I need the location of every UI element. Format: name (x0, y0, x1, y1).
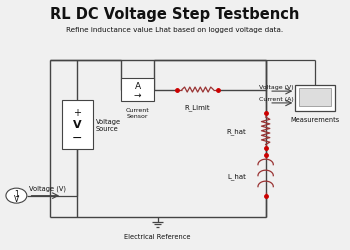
Text: Current
Sensor: Current Sensor (126, 108, 149, 118)
Text: 1: 1 (14, 190, 19, 198)
Text: A: A (134, 82, 141, 91)
Text: Electrical Reference: Electrical Reference (124, 233, 191, 239)
Text: RL DC Voltage Step Testbench: RL DC Voltage Step Testbench (50, 7, 300, 22)
FancyBboxPatch shape (295, 85, 335, 111)
FancyBboxPatch shape (300, 89, 331, 107)
Text: Measurements: Measurements (291, 116, 340, 122)
Text: Voltage
Source: Voltage Source (96, 118, 121, 132)
Text: L_hat: L_hat (228, 172, 246, 179)
Text: Current (A): Current (A) (259, 96, 294, 102)
Text: V: V (73, 120, 82, 130)
Circle shape (6, 188, 27, 203)
Text: Refine inductance value Lhat based on logged voltage data.: Refine inductance value Lhat based on lo… (66, 27, 284, 33)
Text: R_Limit: R_Limit (185, 104, 210, 110)
Text: Voltage (V): Voltage (V) (259, 85, 294, 90)
Text: Voltage (V): Voltage (V) (29, 185, 65, 192)
Text: −: − (72, 131, 83, 144)
Text: →: → (134, 91, 141, 100)
FancyBboxPatch shape (121, 79, 154, 102)
Text: R_hat: R_hat (227, 128, 246, 134)
Text: +: + (74, 108, 82, 118)
FancyBboxPatch shape (62, 100, 93, 150)
Text: V: V (14, 194, 19, 203)
